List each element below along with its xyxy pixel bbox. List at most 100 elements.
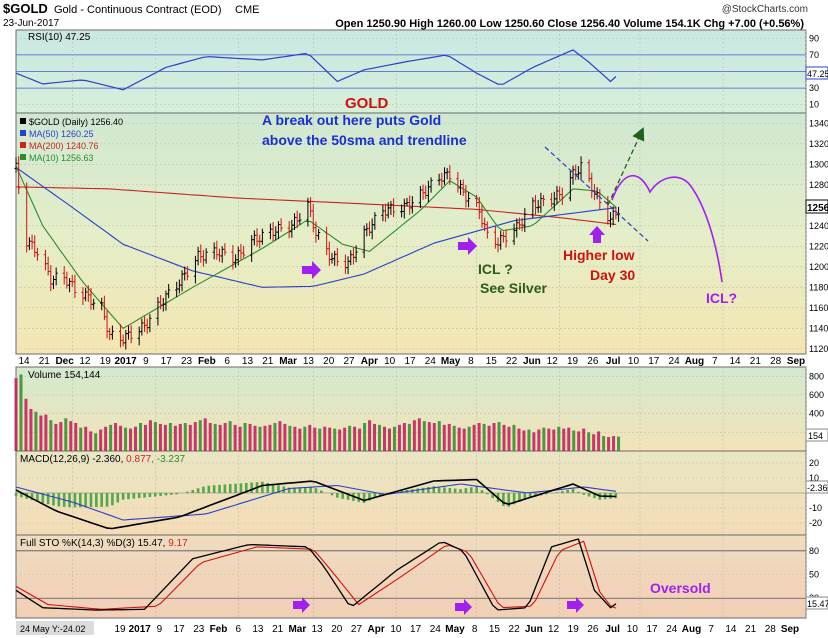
volume-bar — [422, 421, 426, 451]
macd-histogram-bar — [448, 487, 452, 493]
price-tick-label: 1240 — [809, 221, 828, 231]
macd-histogram-bar — [36, 493, 39, 502]
annotations: GOLD A break out here puts Gold above th… — [262, 95, 737, 615]
macd-histogram-bar — [234, 483, 237, 493]
price-last-tag: 1256 — [807, 203, 828, 214]
x-tick-label-lower: 8 — [472, 624, 478, 635]
macd-histogram-bar — [41, 493, 45, 503]
volume-bar — [417, 418, 421, 451]
price-tick-label: 1340 — [809, 118, 828, 128]
rsi-tick-label: 30 — [809, 83, 819, 93]
volume-bar — [582, 428, 586, 451]
legend-swatch — [20, 130, 26, 136]
macd-tick-label: 10 — [809, 473, 819, 483]
macd-histogram-bar — [153, 493, 157, 497]
macd-histogram-bar — [89, 493, 93, 508]
macd-histogram-bar — [159, 493, 162, 496]
price-tick-label: 1300 — [809, 159, 828, 169]
x-axis-lower-prefix-box — [16, 621, 94, 635]
macd-histogram-bar — [512, 493, 516, 505]
x-tick-label-upper: 13 — [242, 356, 254, 367]
macd-histogram-bar — [196, 488, 200, 493]
macd-histogram-bar — [464, 488, 468, 493]
volume-bar — [119, 425, 123, 451]
volume-bar — [617, 436, 621, 451]
volume-bar — [253, 425, 257, 451]
volume-bar — [263, 425, 267, 451]
macd-histogram-bar — [373, 493, 377, 498]
x-tick-label-lower: 21 — [745, 624, 757, 635]
x-tick-label-lower: 28 — [765, 624, 777, 635]
x-tick-label-upper: 10 — [628, 356, 640, 367]
volume-bar — [238, 426, 242, 451]
volume-bar — [59, 422, 63, 451]
volume-bar — [168, 423, 172, 451]
volume-bar — [293, 426, 297, 451]
volume-bar — [243, 423, 247, 451]
quote-line: Open 1250.90 High 1260.00 Low 1250.60 Cl… — [335, 18, 804, 30]
volume-bar — [333, 428, 337, 451]
macd-histogram-bar — [421, 487, 425, 493]
volume-bar — [452, 425, 456, 451]
volume-bar — [288, 425, 292, 451]
macd-histogram-bar — [57, 493, 61, 507]
sto-label: Full STO %K(14,3) %D(3) 15.47, 9.17 — [20, 538, 188, 549]
macd-histogram-bar — [432, 486, 436, 493]
volume-bar — [114, 423, 118, 451]
macd-histogram-bar — [14, 493, 18, 496]
x-tick-label-lower: 9 — [157, 624, 163, 635]
volume-bar — [223, 423, 227, 451]
breakout-arrow — [607, 127, 645, 206]
x-tick-label-upper: Feb — [198, 356, 216, 367]
price-tick-label: 1280 — [809, 180, 828, 190]
x-tick-label-lower: 12 — [548, 624, 560, 635]
legend-swatch — [20, 154, 26, 160]
price-panel — [15, 112, 807, 355]
x-axis-lower-prefix: 24 May Y:-24.02 — [20, 624, 85, 634]
macd-histogram-bar — [534, 493, 537, 497]
x-tick-label-lower: May — [445, 624, 465, 635]
x-tick-label-lower: 22 — [509, 624, 521, 635]
day30-annotation: Day 30 — [590, 267, 635, 283]
macd-histogram-bar — [475, 486, 478, 493]
volume-bar — [358, 428, 362, 451]
sto-tick-label: 80 — [809, 546, 819, 556]
x-tick-label-lower: 19 — [114, 624, 126, 635]
volume-bar — [382, 426, 386, 451]
macd-histogram-bar — [277, 485, 280, 493]
volume-bar — [457, 427, 461, 451]
x-tick-label-upper: 2017 — [114, 356, 137, 367]
volume-bar — [218, 424, 222, 451]
instrument-name: Gold - Continuous Contract (EOD) — [54, 4, 222, 16]
icl-annotation: ICL ? — [478, 261, 513, 277]
volume-last-tag: 154 — [808, 431, 823, 441]
x-tick-label-upper: 15 — [486, 356, 498, 367]
volume-bar — [373, 423, 377, 451]
purple-arrow-sto-mar — [293, 597, 310, 613]
volume-bar — [79, 427, 83, 451]
volume-bar — [248, 423, 252, 451]
price-tick-label: 1160 — [809, 303, 828, 313]
legend-swatch — [20, 118, 26, 124]
x-tick-label-upper: 21 — [750, 356, 762, 367]
volume-bar — [89, 431, 93, 451]
volume-bar — [138, 423, 142, 451]
volume-bar — [472, 424, 476, 451]
x-tick-label-upper: 14 — [729, 356, 741, 367]
volume-bar — [323, 426, 327, 451]
volume-bar — [148, 420, 152, 451]
volume-bar — [278, 421, 282, 451]
volume-bar — [557, 426, 561, 451]
price-tick-label: 1200 — [809, 262, 828, 272]
volume-label: Volume 154,144 — [28, 370, 101, 381]
macd-histogram-bar — [566, 489, 569, 493]
macd-histogram-bar — [437, 486, 441, 493]
volume-bar — [602, 436, 606, 451]
volume-bar — [124, 427, 128, 451]
macd-histogram-bar — [186, 491, 189, 493]
grid-lines — [16, 30, 807, 618]
macd-histogram-bar — [582, 493, 586, 495]
legend-entry: MA(50) 1260.25 — [29, 129, 94, 139]
macd-histogram-bar — [52, 493, 55, 506]
volume-bar — [562, 428, 566, 451]
